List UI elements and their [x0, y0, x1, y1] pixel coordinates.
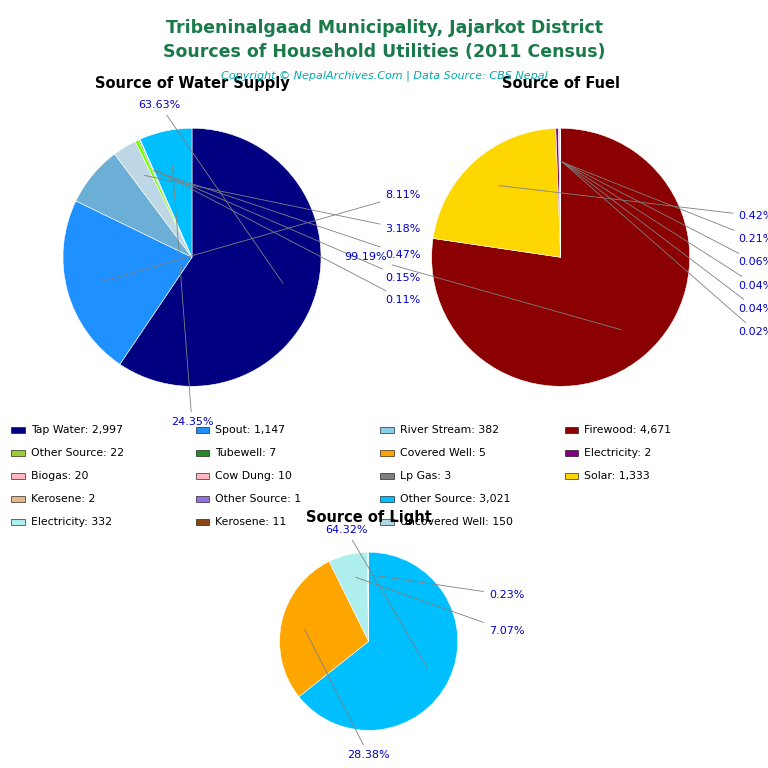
Bar [380, 450, 394, 456]
Text: 28.38%: 28.38% [305, 629, 390, 760]
Bar [564, 473, 578, 479]
Text: 24.35%: 24.35% [170, 165, 214, 428]
Text: 64.32%: 64.32% [325, 525, 428, 668]
Title: Source of Water Supply: Source of Water Supply [94, 76, 290, 91]
Text: 0.06%: 0.06% [562, 162, 768, 267]
Bar [12, 496, 25, 502]
Text: 0.15%: 0.15% [154, 170, 421, 283]
Wedge shape [135, 140, 192, 257]
Wedge shape [558, 128, 561, 257]
Bar [380, 496, 394, 502]
Bar [380, 519, 394, 525]
Wedge shape [138, 140, 192, 257]
Text: Lp Gas: 3: Lp Gas: 3 [400, 471, 451, 482]
Bar [380, 427, 394, 433]
Text: Tribeninalgaad Municipality, Jajarkot District
Sources of Household Utilities (2: Tribeninalgaad Municipality, Jajarkot Di… [163, 19, 605, 61]
Wedge shape [367, 552, 369, 641]
Wedge shape [299, 552, 458, 730]
Text: Electricity: 332: Electricity: 332 [31, 517, 112, 528]
Text: 0.47%: 0.47% [153, 170, 421, 260]
Text: Solar: 1,333: Solar: 1,333 [584, 471, 650, 482]
Bar [12, 519, 25, 525]
Text: 0.23%: 0.23% [371, 575, 525, 600]
Title: Source of Light: Source of Light [306, 510, 432, 525]
Bar [380, 473, 394, 479]
Text: 8.11%: 8.11% [101, 190, 421, 282]
Wedge shape [556, 128, 561, 257]
Wedge shape [114, 141, 192, 257]
Text: 0.21%: 0.21% [561, 161, 768, 244]
Text: 3.18%: 3.18% [144, 175, 421, 234]
Bar [196, 473, 210, 479]
Text: Covered Well: 5: Covered Well: 5 [400, 448, 485, 458]
Wedge shape [432, 128, 690, 386]
Text: 7.07%: 7.07% [356, 578, 525, 636]
Bar [12, 450, 25, 456]
Text: Biogas: 20: Biogas: 20 [31, 471, 88, 482]
Text: Electricity: 2: Electricity: 2 [584, 448, 651, 458]
Wedge shape [120, 128, 321, 386]
Text: 0.04%: 0.04% [563, 162, 768, 314]
Text: Copyright © NepalArchives.Com | Data Source: CBS Nepal: Copyright © NepalArchives.Com | Data Sou… [220, 71, 548, 81]
Wedge shape [140, 128, 192, 257]
Text: Tubewell: 7: Tubewell: 7 [215, 448, 276, 458]
Wedge shape [140, 139, 192, 257]
Text: Kerosene: 2: Kerosene: 2 [31, 494, 95, 505]
Text: Spout: 1,147: Spout: 1,147 [215, 425, 286, 435]
Text: 99.19%: 99.19% [344, 252, 621, 329]
Wedge shape [63, 201, 192, 364]
Wedge shape [560, 128, 561, 257]
Text: 0.42%: 0.42% [498, 186, 768, 221]
Bar [564, 450, 578, 456]
Bar [12, 473, 25, 479]
Text: Firewood: 4,671: Firewood: 4,671 [584, 425, 671, 435]
Text: River Stream: 382: River Stream: 382 [400, 425, 498, 435]
Wedge shape [329, 552, 369, 641]
Text: Cow Dung: 10: Cow Dung: 10 [215, 471, 293, 482]
Text: 0.11%: 0.11% [155, 170, 421, 305]
Text: Uncovered Well: 150: Uncovered Well: 150 [400, 517, 513, 528]
Text: 0.02%: 0.02% [563, 162, 768, 337]
Bar [12, 427, 25, 433]
Text: Kerosene: 11: Kerosene: 11 [215, 517, 286, 528]
Wedge shape [280, 561, 369, 697]
Text: 63.63%: 63.63% [138, 100, 283, 283]
Title: Source of Fuel: Source of Fuel [502, 76, 620, 91]
Text: Other Source: 22: Other Source: 22 [31, 448, 124, 458]
Bar [564, 427, 578, 433]
Wedge shape [76, 154, 192, 257]
Wedge shape [433, 128, 561, 257]
Text: Other Source: 1: Other Source: 1 [215, 494, 302, 505]
Bar [196, 519, 210, 525]
Text: Tap Water: 2,997: Tap Water: 2,997 [31, 425, 123, 435]
Bar [196, 427, 210, 433]
Text: 0.04%: 0.04% [562, 162, 768, 290]
Text: Other Source: 3,021: Other Source: 3,021 [400, 494, 510, 505]
Bar [196, 496, 210, 502]
Bar [196, 450, 210, 456]
